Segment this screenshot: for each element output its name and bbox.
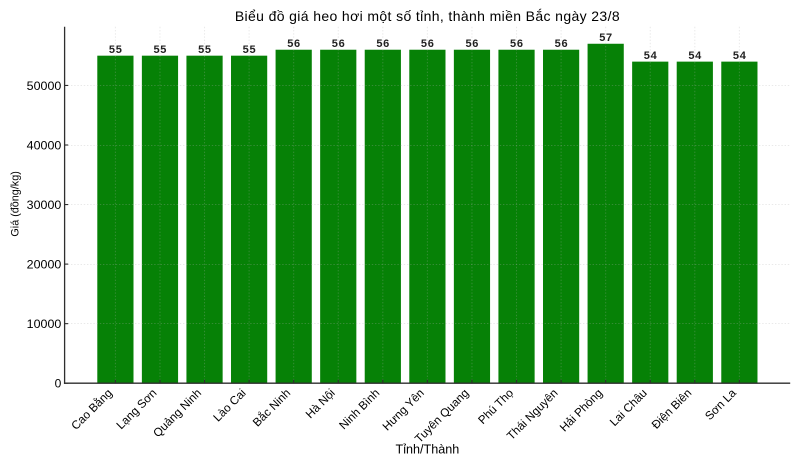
- svg-text:56: 56: [287, 38, 301, 50]
- svg-text:56: 56: [376, 38, 390, 50]
- svg-text:55: 55: [198, 44, 212, 56]
- svg-text:20000: 20000: [27, 257, 62, 271]
- svg-text:55: 55: [243, 44, 257, 56]
- svg-text:56: 56: [510, 38, 524, 50]
- svg-text:56: 56: [465, 38, 479, 50]
- svg-text:56: 56: [421, 38, 435, 50]
- svg-text:56: 56: [555, 38, 569, 50]
- svg-text:40000: 40000: [27, 138, 62, 152]
- svg-text:57: 57: [599, 32, 613, 44]
- svg-text:54: 54: [733, 50, 747, 62]
- svg-text:50000: 50000: [27, 79, 62, 93]
- svg-text:55: 55: [153, 44, 167, 56]
- svg-text:Tỉnh/Thành: Tỉnh/Thành: [396, 443, 460, 457]
- svg-text:Giá (đồng/kg): Giá (đồng/kg): [10, 171, 22, 236]
- svg-text:10000: 10000: [27, 317, 62, 331]
- svg-text:55: 55: [109, 44, 123, 56]
- svg-text:30000: 30000: [27, 198, 62, 212]
- svg-text:54: 54: [688, 50, 702, 62]
- svg-text:54: 54: [644, 50, 658, 62]
- svg-text:Biểu đồ giá heo hơi một số tỉn: Biểu đồ giá heo hơi một số tỉnh, thành m…: [235, 8, 620, 24]
- svg-text:0: 0: [55, 377, 62, 391]
- svg-text:56: 56: [332, 38, 346, 50]
